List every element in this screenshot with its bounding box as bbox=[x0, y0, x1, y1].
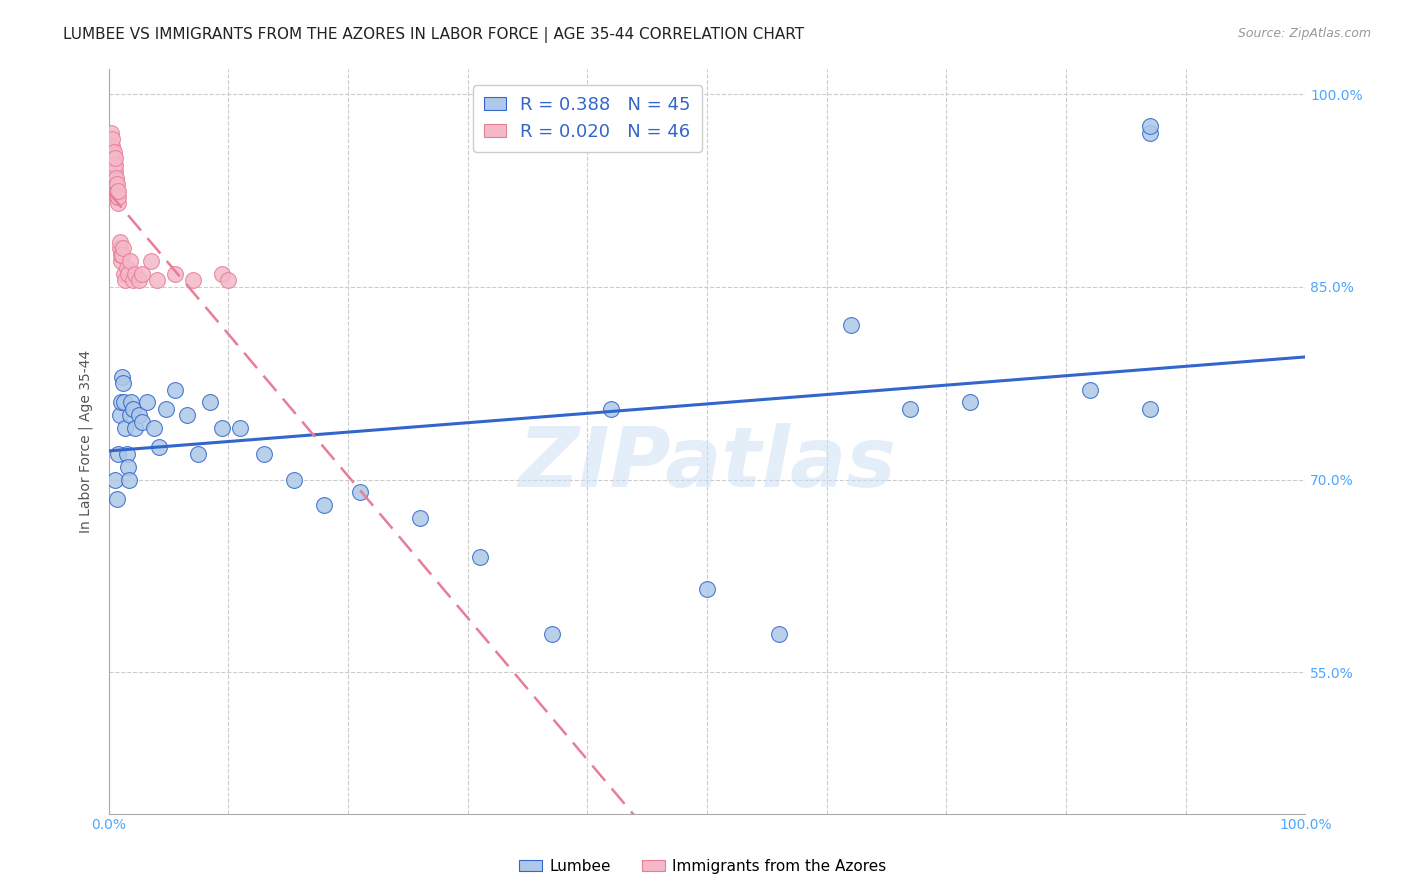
Point bbox=[104, 164, 127, 178]
Point bbox=[211, 421, 233, 435]
Point bbox=[349, 485, 371, 500]
Point bbox=[101, 145, 124, 159]
Point bbox=[112, 241, 135, 255]
Point bbox=[229, 421, 252, 435]
Point bbox=[283, 473, 305, 487]
Text: ZIPatlas: ZIPatlas bbox=[519, 423, 896, 504]
Point bbox=[839, 318, 862, 333]
Point bbox=[468, 549, 491, 564]
Point bbox=[108, 235, 131, 249]
Point bbox=[121, 401, 143, 416]
Point bbox=[409, 511, 432, 525]
Point bbox=[115, 447, 138, 461]
Legend: Lumbee, Immigrants from the Azores: Lumbee, Immigrants from the Azores bbox=[513, 853, 893, 880]
Point bbox=[136, 395, 159, 409]
Point bbox=[187, 447, 209, 461]
Point bbox=[131, 267, 153, 281]
Point bbox=[103, 152, 125, 166]
Point bbox=[1139, 126, 1161, 140]
Point bbox=[103, 145, 125, 159]
Point bbox=[104, 177, 127, 191]
Point bbox=[107, 184, 129, 198]
Point bbox=[100, 126, 122, 140]
Point bbox=[959, 395, 981, 409]
Point bbox=[121, 273, 143, 287]
Point bbox=[696, 582, 718, 596]
Point bbox=[1139, 120, 1161, 134]
Point bbox=[1139, 401, 1161, 416]
Point bbox=[143, 421, 166, 435]
Point bbox=[118, 473, 141, 487]
Point bbox=[155, 401, 177, 416]
Text: LUMBEE VS IMMIGRANTS FROM THE AZORES IN LABOR FORCE | AGE 35-44 CORRELATION CHAR: LUMBEE VS IMMIGRANTS FROM THE AZORES IN … bbox=[63, 27, 804, 43]
Point bbox=[120, 409, 142, 423]
Point bbox=[540, 626, 562, 640]
Point bbox=[104, 158, 127, 172]
Point bbox=[900, 401, 922, 416]
Legend: R = 0.388   N = 45, R = 0.020   N = 46: R = 0.388 N = 45, R = 0.020 N = 46 bbox=[474, 85, 702, 152]
Point bbox=[600, 401, 623, 416]
Point bbox=[111, 248, 134, 262]
Point bbox=[117, 267, 139, 281]
Point bbox=[101, 132, 124, 146]
Point bbox=[104, 473, 127, 487]
Point bbox=[107, 196, 129, 211]
Point bbox=[105, 491, 128, 506]
Point bbox=[145, 273, 167, 287]
Point bbox=[768, 626, 790, 640]
Point bbox=[108, 241, 131, 255]
Point bbox=[121, 395, 143, 409]
Point bbox=[112, 267, 135, 281]
Point bbox=[148, 441, 170, 455]
Point bbox=[131, 415, 153, 429]
Point bbox=[105, 177, 128, 191]
Point bbox=[128, 273, 150, 287]
Point bbox=[117, 459, 139, 474]
Point bbox=[139, 254, 162, 268]
Point bbox=[105, 184, 128, 198]
Point bbox=[104, 170, 127, 185]
Y-axis label: In Labor Force | Age 35-44: In Labor Force | Age 35-44 bbox=[79, 350, 93, 533]
Point bbox=[110, 395, 132, 409]
Point bbox=[114, 273, 136, 287]
Point bbox=[105, 190, 128, 204]
Point bbox=[120, 254, 142, 268]
Point bbox=[112, 395, 135, 409]
Point bbox=[112, 376, 135, 391]
Point bbox=[104, 170, 127, 185]
Point bbox=[111, 369, 134, 384]
Point bbox=[128, 409, 150, 423]
Point bbox=[217, 273, 239, 287]
Point bbox=[114, 421, 136, 435]
Point bbox=[107, 190, 129, 204]
Point bbox=[103, 164, 125, 178]
Point bbox=[211, 267, 233, 281]
Point bbox=[104, 177, 127, 191]
Point bbox=[100, 152, 122, 166]
Point bbox=[200, 395, 222, 409]
Point bbox=[108, 409, 131, 423]
Point bbox=[115, 260, 138, 275]
Point bbox=[101, 170, 124, 185]
Point bbox=[176, 409, 198, 423]
Point bbox=[101, 152, 124, 166]
Point bbox=[1078, 383, 1101, 397]
Point bbox=[181, 273, 204, 287]
Point bbox=[110, 254, 132, 268]
Point bbox=[124, 267, 146, 281]
Point bbox=[104, 184, 127, 198]
Point bbox=[103, 158, 125, 172]
Point bbox=[107, 447, 129, 461]
Text: Source: ZipAtlas.com: Source: ZipAtlas.com bbox=[1237, 27, 1371, 40]
Point bbox=[163, 383, 186, 397]
Point bbox=[124, 421, 146, 435]
Point bbox=[163, 267, 186, 281]
Point bbox=[101, 138, 124, 153]
Point bbox=[104, 152, 127, 166]
Point bbox=[110, 248, 132, 262]
Point bbox=[314, 498, 336, 512]
Point bbox=[253, 447, 276, 461]
